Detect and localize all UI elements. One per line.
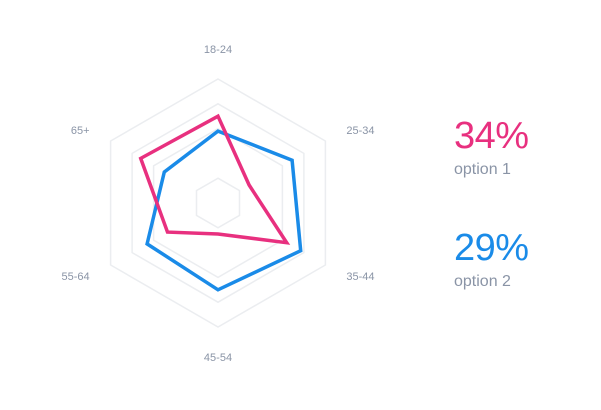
grid-ring — [152, 127, 284, 279]
legend-option-1: 34% option 1 — [454, 116, 529, 180]
legend-value-option-2: 29% — [454, 227, 529, 269]
legend-label-option-1: option 1 — [454, 161, 511, 178]
axis-label: 18-24 — [204, 44, 232, 56]
radar-series — [138, 113, 303, 292]
grid-ring — [109, 78, 327, 328]
axis-label: 65+ — [71, 125, 90, 137]
axis-label: 25-34 — [346, 125, 374, 137]
series-polygon-option-1 — [138, 113, 291, 245]
radar-grid — [109, 78, 327, 328]
radar-chart: 18-24 25-34 35-44 45-54 55-64 65+ — [61, 44, 374, 364]
grid-ring — [195, 177, 241, 229]
grid-ring — [131, 102, 305, 304]
axis-label: 55-64 — [61, 271, 89, 283]
axis-label: 45-54 — [204, 352, 232, 364]
axis-label: 35-44 — [346, 271, 374, 283]
legend-option-2: 29% option 2 — [454, 228, 529, 292]
series-polygon-option-2 — [145, 129, 303, 292]
legend-value-option-1: 34% — [454, 115, 529, 157]
legend-label-option-2: option 2 — [454, 273, 511, 290]
axis-labels: 18-24 25-34 35-44 45-54 55-64 65+ — [61, 44, 374, 364]
